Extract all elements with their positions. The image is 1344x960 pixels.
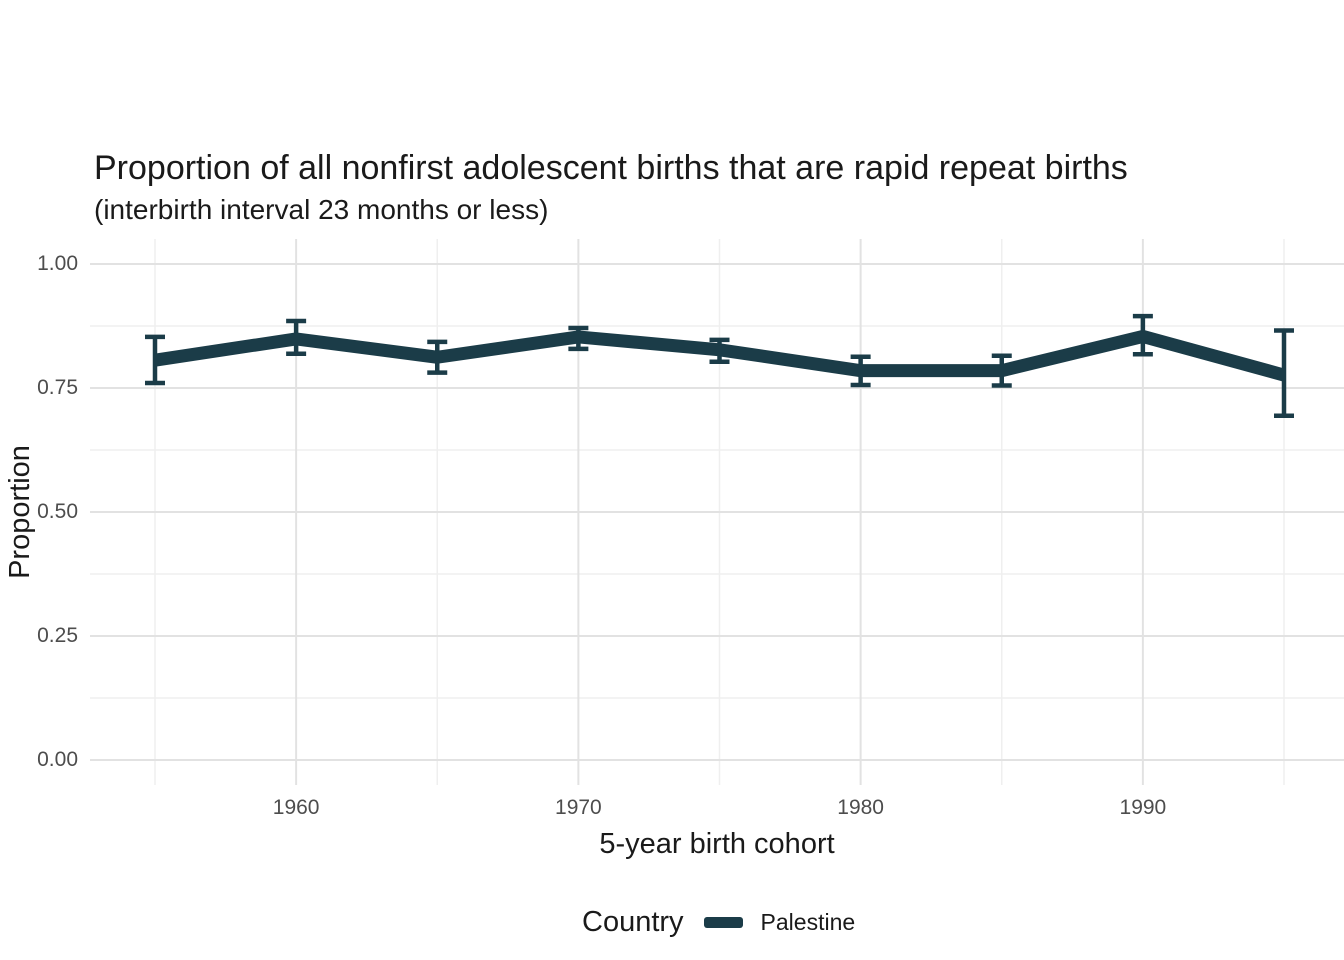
x-tick-label: 1960: [272, 796, 320, 819]
chart-title: Proportion of all nonfirst adolescent bi…: [94, 149, 1128, 187]
legend-title: Country: [582, 905, 684, 938]
y-tick-label: 0.25: [37, 624, 78, 647]
series-line-palestine: [154, 329, 1286, 382]
gridlines-major: [90, 239, 1344, 785]
legend-entry-label: Palestine: [760, 908, 856, 935]
y-axis-title: Proportion: [4, 445, 36, 579]
y-tick-label: 1.00: [37, 252, 78, 275]
legend-key-line-swatch: [703, 916, 743, 928]
x-tick-label: 1980: [837, 796, 884, 819]
chart-subtitle: (interbirth interval 23 months or less): [94, 194, 549, 225]
y-tick-label: 0.50: [37, 500, 78, 523]
x-axis-title: 5-year birth cohort: [599, 828, 835, 860]
y-tick-label: 0.00: [37, 748, 78, 771]
x-tick-label: 1970: [555, 796, 602, 819]
x-tick-label: 1990: [1119, 796, 1167, 819]
legend: Country Palestine: [582, 903, 855, 941]
y-tick-label: 0.75: [37, 376, 78, 399]
line-palestine: [154, 329, 1286, 382]
